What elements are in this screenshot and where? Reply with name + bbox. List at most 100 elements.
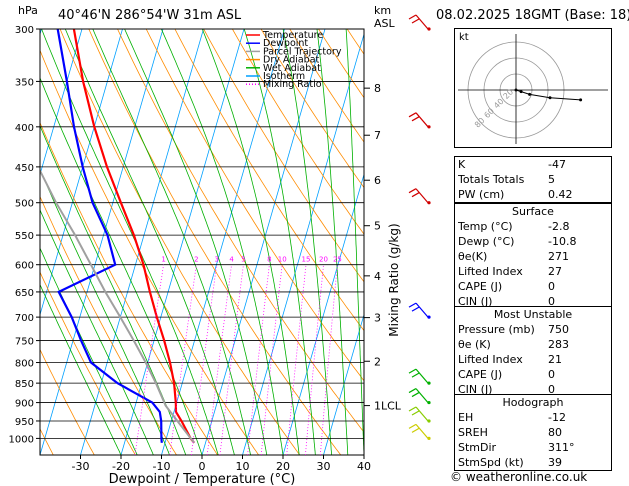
wind-barb-flag xyxy=(411,306,420,312)
dry-adiabat-line xyxy=(59,29,301,455)
mu-row: Pressure (mb) 750 xyxy=(458,323,569,336)
surface-title: Surface xyxy=(512,205,554,218)
isotherm-line xyxy=(242,32,364,455)
surface-row: θe(K) 271 xyxy=(458,250,569,263)
hodograph-title: Hodograph xyxy=(502,396,564,409)
mixing-ratio-line xyxy=(191,264,218,455)
dry-adiabat-line xyxy=(40,271,136,455)
surface-row: Temp (°C) -2.8 xyxy=(458,220,570,233)
wind-barb-flag xyxy=(408,368,417,374)
indices-table-hodograph: Hodograph EH -12 SREH 80 StmDir 311° StmSpd… xyxy=(454,394,612,471)
hodograph-point xyxy=(579,98,583,102)
surface-row: Dewp (°C) -10.8 xyxy=(458,235,577,248)
hodo-row: EH -12 xyxy=(458,411,566,424)
dry-adiabat-line xyxy=(145,29,364,382)
hodo-row: StmSpd (kt) 39 xyxy=(458,456,562,469)
mu-row: Lifted Index 21 xyxy=(458,353,562,366)
wet-adiabat-line xyxy=(161,29,284,455)
hodo-row: StmDir 311° xyxy=(458,441,575,454)
isotherm-line xyxy=(120,29,245,455)
mu-row: CAPE (J) 0 xyxy=(458,368,555,381)
wind-barb-flag xyxy=(411,427,420,433)
wind-barb-flag xyxy=(408,112,417,118)
km-label: 1LCL xyxy=(374,400,402,413)
km-label: 5 xyxy=(374,220,381,233)
mixing-ratio-label: 3 xyxy=(214,256,218,264)
surface-row: CIN (J) 0 xyxy=(458,295,555,308)
wind-barb xyxy=(415,112,429,128)
mixing-ratio-line xyxy=(305,264,324,455)
hodograph-unit: kt xyxy=(459,32,469,43)
wind-barb-flag xyxy=(408,388,417,394)
wind-barb-dot xyxy=(427,381,431,385)
km-label: 2 xyxy=(374,355,381,368)
wet-adiabat-line xyxy=(40,283,122,455)
hodograph-point xyxy=(519,90,523,94)
pressure-label: 550 xyxy=(15,231,34,242)
hpa-label: hPa xyxy=(18,4,38,17)
wet-adiabat-line xyxy=(40,168,170,455)
wind-barb xyxy=(415,188,429,204)
index-row-k: K -47 xyxy=(458,158,566,171)
mixing-ratio-label: 1 xyxy=(161,256,165,264)
wind-barb xyxy=(415,388,429,403)
indices-table-top: K -47 Totals Totals 5 PW (cm) 0.42 xyxy=(454,156,612,203)
sounding-profiles xyxy=(40,29,196,444)
location-header: 40°46'N 286°54'W 31m ASL xyxy=(58,8,242,23)
wind-barb xyxy=(415,302,429,318)
mixing-ratio-label: 5 xyxy=(241,256,245,264)
wind-barb-dot xyxy=(427,27,431,31)
wind-barb-dot xyxy=(427,419,431,423)
hodo-row: SREH 80 xyxy=(458,426,562,439)
pressure-label: 650 xyxy=(15,288,34,299)
pressure-label: 1000 xyxy=(9,434,34,445)
pressure-label: 850 xyxy=(15,379,34,390)
pressure-label: 900 xyxy=(15,399,34,410)
legend-entry: Dry Adiabat xyxy=(263,55,320,66)
pressure-label: 950 xyxy=(15,417,34,428)
background-lines xyxy=(40,29,364,455)
dry-adiabat-line xyxy=(203,29,364,283)
series-parcel-trajectory xyxy=(40,168,195,444)
wind-barb-dot xyxy=(427,125,431,129)
dry-adiabat-line xyxy=(260,29,364,189)
surface-row: Lifted Index 27 xyxy=(458,265,562,278)
index-row-pw: PW (cm) 0.42 xyxy=(458,188,573,201)
wet-adiabat-line xyxy=(41,29,219,455)
wind-barb-flag xyxy=(411,116,420,122)
x-axis-title: Dewpoint / Temperature (°C) xyxy=(109,472,296,486)
mu-row: CIN (J) 0 xyxy=(458,383,555,396)
wind-barb-flag xyxy=(408,188,417,194)
temp-tick-label: -10 xyxy=(153,460,171,473)
isotherm-line xyxy=(282,173,364,455)
pressure-label: 450 xyxy=(15,163,34,174)
wet-adiabat-line xyxy=(243,29,316,455)
km-label: km xyxy=(374,4,391,17)
mixing-ratio-label: 25 xyxy=(333,256,342,264)
datetime-header: 08.02.2025 18GMT (Base: 18) xyxy=(436,8,629,23)
credit-text: © weatheronline.co.uk xyxy=(450,470,588,484)
temp-tick-label: 10 xyxy=(236,460,250,473)
wind-barb-flag xyxy=(411,392,420,398)
pressure-label: 350 xyxy=(15,77,34,88)
pressure-label: 500 xyxy=(15,199,34,210)
wind-barb xyxy=(415,14,429,30)
pressure-label: 750 xyxy=(15,337,34,348)
pressure-label: 600 xyxy=(15,261,34,272)
isotherm-line xyxy=(201,29,326,455)
temp-tick-label: 0 xyxy=(199,460,206,473)
wet-adiabat-line xyxy=(92,29,251,455)
wind-barb-dot xyxy=(427,436,431,441)
wind-barb-dot xyxy=(427,315,431,319)
dry-adiabat-line xyxy=(117,29,364,433)
legend-entry: Temperature xyxy=(262,30,323,41)
dry-adiabat-line xyxy=(40,348,95,455)
legend-entry: Mixing Ratio xyxy=(263,79,322,90)
index-row-totals: Totals Totals 5 xyxy=(458,173,555,186)
legend-entry: Isotherm xyxy=(263,71,305,82)
wet-adiabat-line xyxy=(316,29,349,455)
mixing-ratio-line xyxy=(319,264,338,455)
wind-barb-flag xyxy=(411,192,420,198)
legend-entry: Parcel Trajectory xyxy=(263,46,342,57)
